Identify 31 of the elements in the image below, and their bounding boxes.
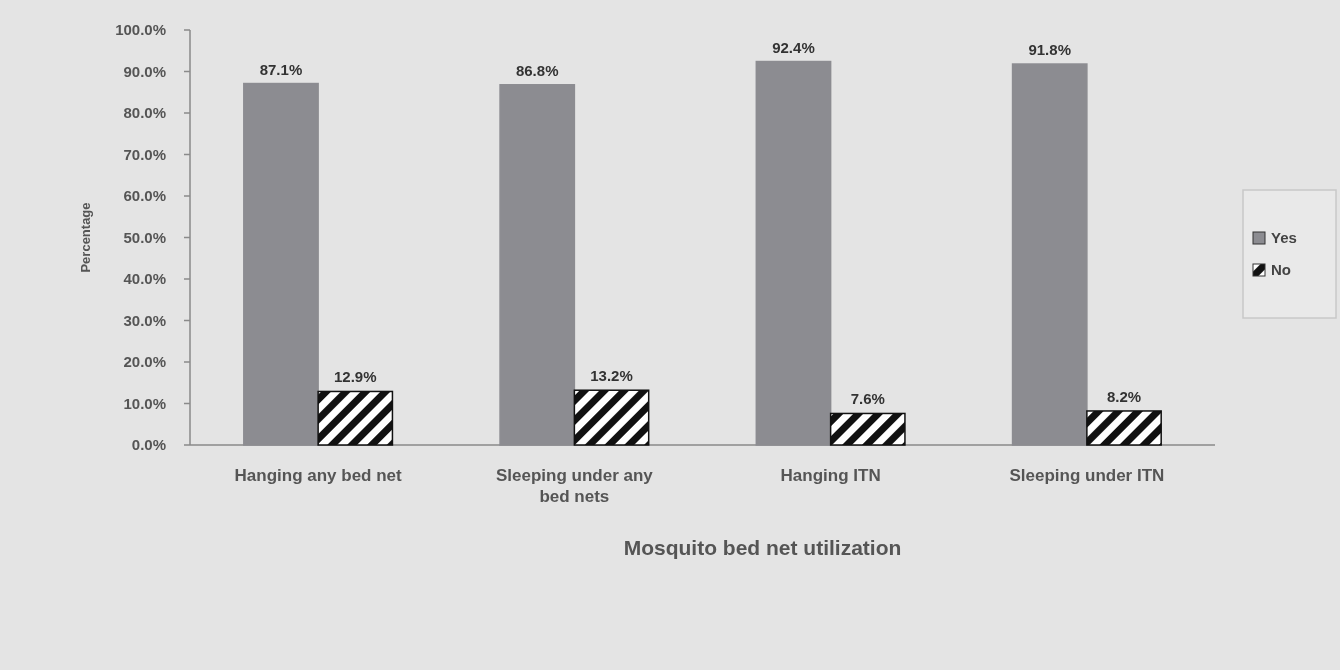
y-tick-label: 10.0% — [123, 394, 166, 412]
x-axis-title: Mosquito bed net utilization — [623, 536, 902, 559]
y-tick-label: 90.0% — [123, 62, 166, 80]
y-tick-label: 40.0% — [123, 270, 166, 288]
data-label: 13.2% — [590, 367, 633, 385]
bar — [573, 389, 650, 446]
x-tick-label: Hanging ITN — [780, 466, 881, 485]
y-tick-label: 20.0% — [123, 353, 166, 371]
legend-label: No — [1271, 261, 1291, 279]
data-label: 7.6% — [850, 390, 885, 408]
legend-label: Yes — [1271, 229, 1297, 247]
x-tick-label: Sleeping under any bed nets — [495, 466, 654, 506]
data-label: 92.4% — [772, 38, 815, 56]
data-label: 12.9% — [334, 368, 377, 386]
data-label: 91.8% — [1028, 41, 1071, 59]
y-tick-label: 50.0% — [123, 228, 166, 246]
y-tick-label: 100.0% — [115, 21, 166, 39]
y-tick-label: 30.0% — [123, 311, 166, 329]
bar — [829, 412, 906, 446]
y-axis-title: Percentage — [78, 202, 93, 273]
y-tick-label: 60.0% — [123, 187, 166, 205]
data-label: 87.1% — [259, 60, 303, 78]
x-tick-label: Sleeping under ITN — [1009, 466, 1165, 485]
bar — [1086, 410, 1162, 446]
x-tick-label: Hanging any bed net — [234, 466, 403, 485]
y-tick-label: 70.0% — [123, 145, 166, 163]
data-label: 86.8% — [515, 61, 559, 79]
bar — [317, 390, 394, 446]
y-tick-label: 0.0% — [131, 436, 166, 454]
y-tick-label: 80.0% — [123, 104, 166, 122]
data-label: 8.2% — [1106, 387, 1142, 405]
